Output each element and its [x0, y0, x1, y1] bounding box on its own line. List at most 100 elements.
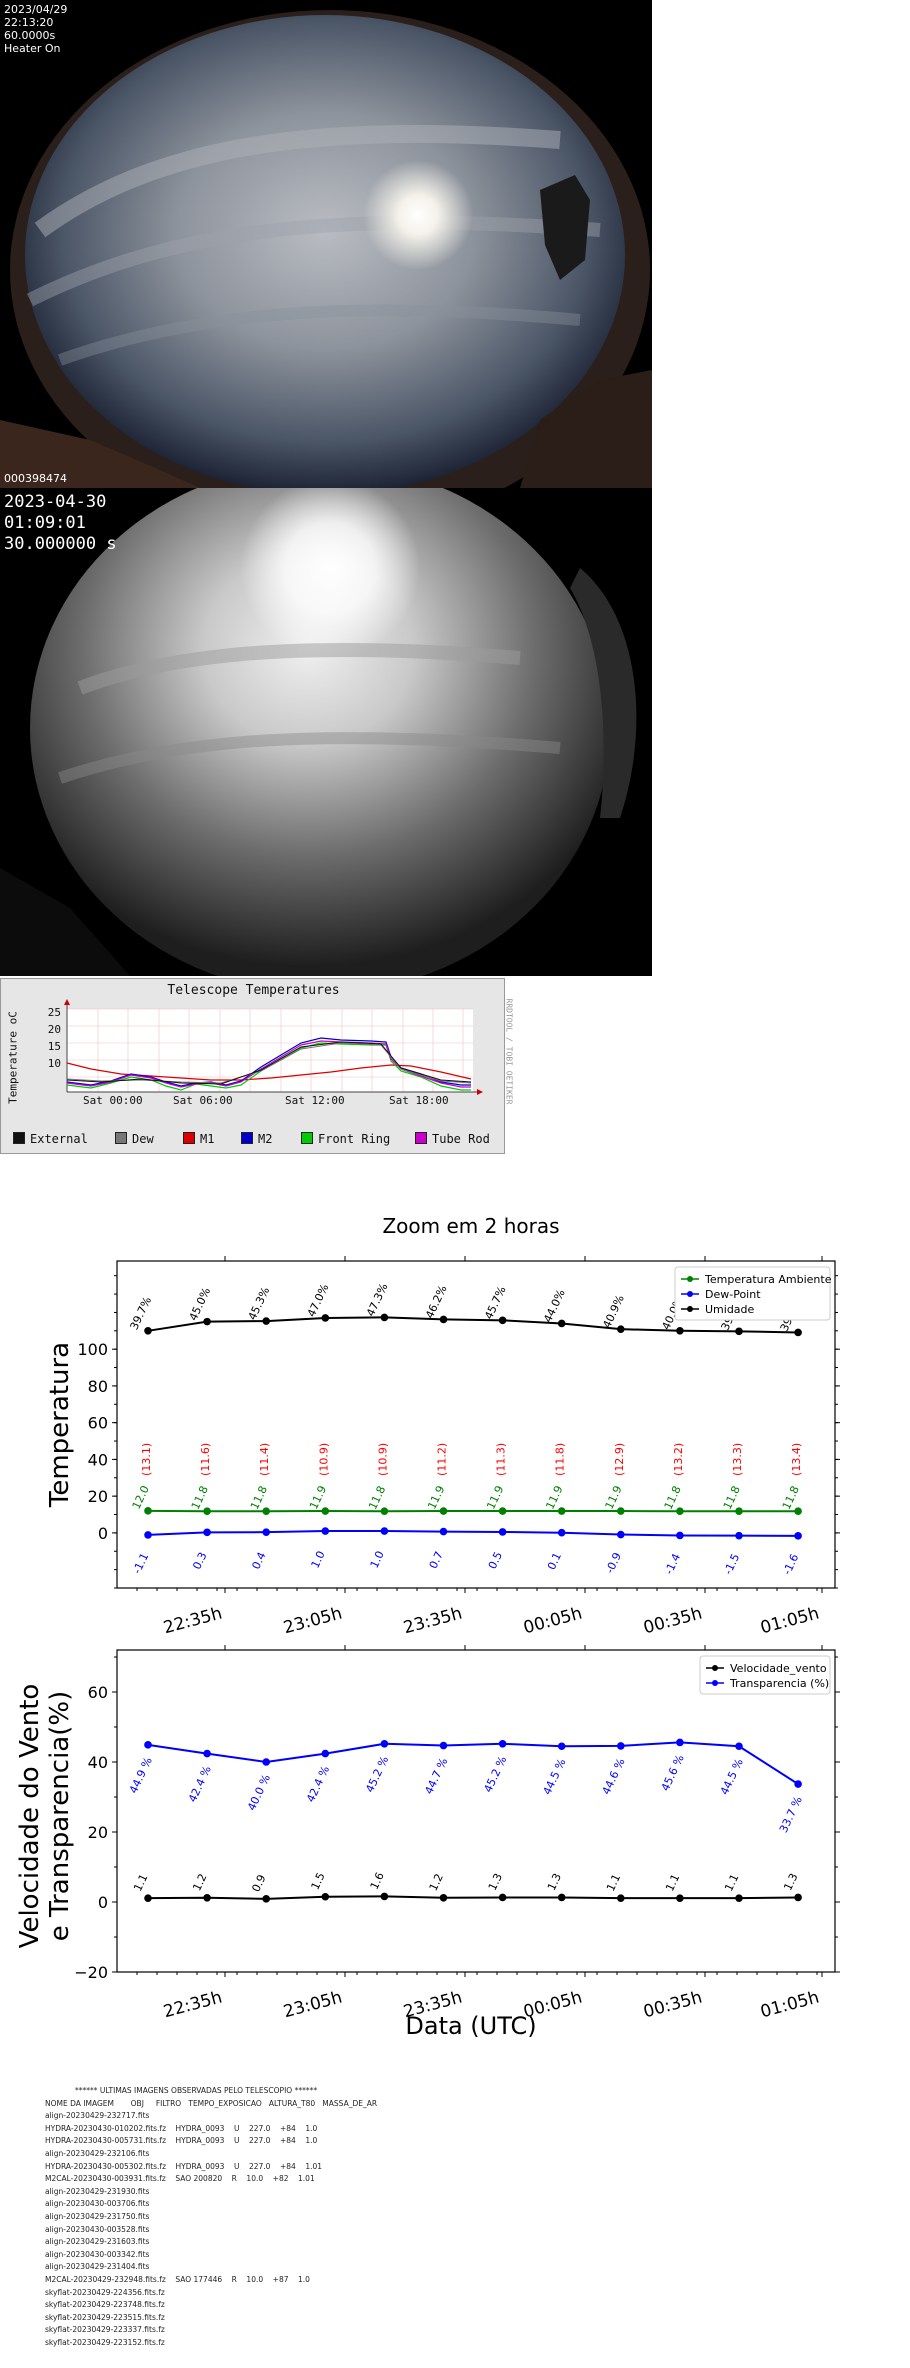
data-point — [144, 1531, 152, 1539]
x-tick-label: 23:35h — [401, 1604, 464, 1639]
data-label: 11.8 — [780, 1484, 802, 1512]
legend-label: Dew-Point — [705, 1288, 761, 1301]
legend-label: Velocidade_vento — [730, 1662, 827, 1675]
legend-tube-rod: Tube Rod — [415, 1132, 490, 1146]
legend-front-ring: Front Ring — [301, 1132, 390, 1146]
y-tick-label: 40 — [88, 1450, 108, 1469]
data-point — [321, 1507, 330, 1515]
observations-rows: align-20230429-232717.fits HYDRA-20230430… — [45, 2110, 645, 2349]
series-dew — [66, 1042, 472, 1084]
data-point — [262, 1317, 271, 1325]
data-point — [676, 1738, 684, 1747]
data-point — [735, 1742, 743, 1751]
legend-dew: Dew — [115, 1132, 154, 1146]
data-point — [203, 1528, 211, 1537]
x-axis-label: Data (UTC) — [405, 2012, 536, 2040]
data-point — [439, 1741, 448, 1750]
data-point — [676, 1507, 684, 1516]
allsky-1-time: 22:13:20 — [4, 16, 54, 29]
legend-box — [674, 1266, 831, 1321]
data-label: 11.9 — [307, 1484, 329, 1512]
observation-row: align-20230430-003342.fits — [45, 2249, 150, 2259]
data-label: 46.2% — [423, 1283, 450, 1320]
data-label: 1.0 — [309, 1549, 328, 1570]
data-label: 11.9 — [425, 1484, 447, 1512]
data-point — [498, 1740, 507, 1748]
data-label: 44.9 % — [127, 1755, 155, 1795]
data-point — [203, 1749, 211, 1758]
observation-row: align-20230430-003706.fits — [45, 2199, 150, 2209]
observation-row: align-20230429-232717.fits — [45, 2111, 150, 2121]
chart-frame — [116, 1649, 836, 1973]
y-tick-label: 0 — [98, 1524, 108, 1543]
observation-row: skyflat-20230429-223152.fits.fz — [45, 2337, 165, 2347]
data-label: 1.3 — [545, 1871, 564, 1892]
data-point — [676, 1327, 684, 1335]
data-point — [262, 1895, 271, 1903]
data-point — [557, 1507, 566, 1515]
data-label: 11.9 — [543, 1484, 565, 1512]
data-label: 11.8 — [721, 1484, 743, 1512]
data-label: 45.2 % — [481, 1754, 509, 1794]
data-point — [144, 1327, 152, 1335]
data-label: 1.2 — [427, 1872, 446, 1893]
chart-frame — [116, 1260, 836, 1589]
dew-point-difference-label: (13.1) — [140, 1443, 153, 1476]
data-point — [439, 1527, 448, 1536]
data-point — [617, 1742, 625, 1750]
temps-ytick: 20 — [47, 1023, 61, 1036]
data-point — [735, 1531, 743, 1540]
temps-plot — [64, 999, 483, 1095]
x-tick-label: 23:05h — [281, 1988, 344, 2023]
observation-row: align-20230429-231930.fits — [45, 2186, 150, 2196]
data-point — [735, 1507, 743, 1516]
data-point — [617, 1325, 625, 1333]
temps-ytick: 10 — [47, 1057, 61, 1070]
data-point — [439, 1894, 448, 1902]
data-point — [617, 1507, 625, 1515]
x-tick-label: 01:05h — [758, 1988, 821, 2023]
data-label: 11.8 — [662, 1484, 684, 1512]
observation-row: HYDRA-20230430-010202.fits.fz HYDRA_0093… — [45, 2123, 318, 2133]
data-point — [380, 1892, 389, 1901]
x-tick-label: 01:05h — [758, 1604, 821, 1639]
data-label: 44.6 % — [600, 1756, 628, 1796]
legend-marker — [687, 1291, 693, 1297]
temps-ytick: 15 — [47, 1040, 61, 1053]
series-line-dew-point — [147, 1530, 799, 1537]
data-label: 11.9 — [484, 1484, 506, 1512]
data-point — [439, 1507, 448, 1515]
legend-marker — [687, 1276, 693, 1282]
data-label: 1.1 — [131, 1872, 150, 1893]
data-label: 45.3% — [246, 1285, 273, 1322]
legend-m2: M2 — [241, 1132, 272, 1146]
data-point — [144, 1894, 152, 1902]
data-label: 0.9 — [249, 1873, 268, 1894]
observation-row: M2CAL-20230429-232948.fits.fz SAO 177446… — [45, 2274, 310, 2284]
observation-row: HYDRA-20230430-005302.fits.fz HYDRA_0093… — [45, 2161, 323, 2171]
data-label: 1.2 — [190, 1872, 209, 1893]
data-point — [262, 1528, 271, 1536]
data-point — [321, 1527, 330, 1535]
legend-box — [699, 1655, 831, 1695]
legend-marker — [712, 1665, 718, 1671]
data-label: 45.0% — [187, 1286, 214, 1323]
data-point — [498, 1528, 507, 1536]
dew-point-difference-label: (11.8) — [554, 1443, 567, 1476]
dew-point-difference-label: (10.9) — [317, 1443, 330, 1476]
data-point — [794, 1507, 802, 1516]
data-label: -1.6 — [781, 1552, 802, 1577]
data-point — [321, 1749, 330, 1758]
observation-row: align-20230429-232106.fits — [45, 2148, 150, 2158]
observation-row: align-20230429-231404.fits — [45, 2262, 150, 2272]
data-label: -1.4 — [662, 1552, 683, 1577]
data-label: 42.4 % — [186, 1764, 214, 1804]
dew-point-difference-label: (11.3) — [495, 1443, 508, 1476]
zoom-charts: 0 20 40 60 80 100 22:35h 23:05h 23:35h 00:05h 00:3… — [15, 1214, 840, 2040]
data-label: 45.6 % — [659, 1753, 687, 1793]
y-tick-label: 20 — [88, 1487, 108, 1506]
data-point — [557, 1319, 566, 1328]
legend-label: Temperatura Ambiente — [704, 1273, 832, 1286]
dew-point-difference-label: (13.3) — [731, 1443, 744, 1476]
allsky-image-2-graphic — [0, 488, 637, 976]
